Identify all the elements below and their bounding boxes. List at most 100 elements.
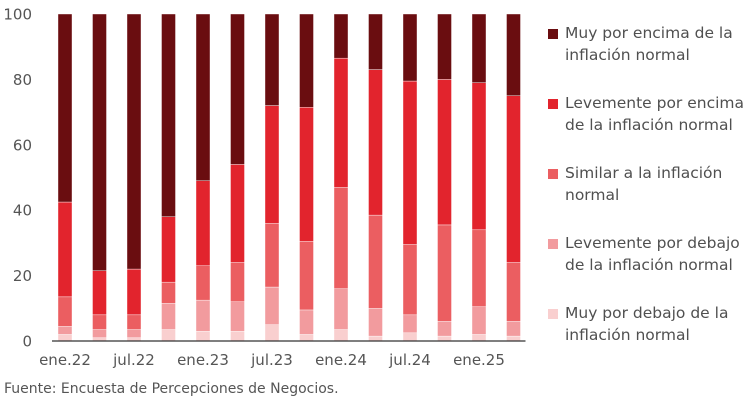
bar-segment <box>126 314 142 330</box>
bar-segment <box>126 13 142 270</box>
bar-segment <box>161 216 176 283</box>
y-tick-label: 40 <box>13 202 32 220</box>
bar-segment <box>195 265 211 301</box>
bar-segment <box>161 281 176 304</box>
y-axis: 0 20 40 60 80 100 <box>3 6 32 351</box>
legend-label: Levemente por debajo de la inflación nor… <box>565 234 740 274</box>
bar-segment <box>368 308 383 337</box>
bar-segment <box>333 288 349 330</box>
bar-segment <box>333 57 349 188</box>
bar-segment <box>299 106 314 242</box>
bar-segment <box>437 224 452 322</box>
bar-segment <box>471 82 487 231</box>
bar-segment <box>230 330 245 342</box>
bar-segment <box>333 13 349 59</box>
bar-segment <box>195 180 211 266</box>
legend-swatch <box>548 309 558 319</box>
y-tick-label: 100 <box>3 6 32 24</box>
bar-segment <box>57 13 73 203</box>
bar-segment <box>402 80 418 245</box>
bar-segment <box>299 309 314 335</box>
bar-segment <box>402 244 418 316</box>
bar-segment <box>437 13 452 80</box>
x-tick-label: ene.23 <box>177 351 229 369</box>
bar-segment <box>126 268 142 316</box>
bar-segment <box>299 334 314 342</box>
y-tick-label: 80 <box>13 71 32 89</box>
bar-segment <box>92 13 107 271</box>
bar-segment <box>299 13 314 108</box>
bar-segment <box>437 321 452 337</box>
bar-segment <box>195 13 211 181</box>
x-tick-label: jul.22 <box>112 351 155 369</box>
source-note: Fuente: Encuesta de Percepciones de Nego… <box>4 381 339 397</box>
bar-segment <box>230 164 245 263</box>
legend-item: Similar a la inflación normal <box>548 162 748 206</box>
bar-segment <box>264 324 280 342</box>
bar-segment <box>506 95 521 263</box>
bar-segment <box>402 332 418 342</box>
bar-segment <box>471 334 487 342</box>
bar-segment <box>195 330 211 342</box>
bar-segment <box>161 303 176 330</box>
x-tick-label: jul.23 <box>250 351 293 369</box>
bar-segment <box>126 329 142 338</box>
bar-segment <box>471 13 487 83</box>
legend-item: Levemente por debajo de la inflación nor… <box>548 232 748 276</box>
legend-swatch <box>548 239 558 249</box>
bar-segment <box>264 105 280 224</box>
bar-segment <box>333 329 349 342</box>
bar-segment <box>92 329 107 338</box>
bar-segment <box>230 13 245 165</box>
bar-segment <box>506 262 521 322</box>
bar-segment <box>264 223 280 288</box>
bar-segment <box>57 201 73 298</box>
bar-segment <box>264 286 280 325</box>
bar-segment <box>402 13 418 82</box>
bar-segment <box>57 296 73 327</box>
bar-segment <box>161 13 176 217</box>
bar-segment <box>368 214 383 309</box>
bar-segment <box>195 299 211 332</box>
legend-label: Similar a la inflación normal <box>565 164 723 204</box>
bar-segment <box>506 321 521 337</box>
bar-segment <box>437 79 452 226</box>
bar-segment <box>402 314 418 334</box>
bar-segment <box>333 187 349 289</box>
bar-segment <box>506 13 521 96</box>
x-tick-label: ene.24 <box>315 351 367 369</box>
legend-swatch <box>548 99 558 109</box>
x-tick-label: ene.25 <box>453 351 505 369</box>
y-tick-label: 60 <box>13 136 32 154</box>
legend-label: Muy por debajo de la inflación normal <box>565 304 729 344</box>
bar-segment <box>506 335 521 342</box>
bars-group <box>57 13 521 342</box>
legend-label: Levemente por encima de la inflación nor… <box>565 94 745 134</box>
legend-label: Muy por encima de la inflación normal <box>565 24 733 64</box>
bar-segment <box>230 301 245 332</box>
bar-segment <box>92 314 107 330</box>
bar-segment <box>57 334 73 342</box>
bar-segment <box>161 329 176 342</box>
legend-item: Muy por encima de la inflación normal <box>548 22 748 66</box>
x-axis: ene.22 jul.22 ene.23 jul.23 ene.24 jul.24 ene.… <box>39 351 505 369</box>
bar-segment <box>230 262 245 302</box>
legend-item: Levemente por encima de la inflación nor… <box>548 92 748 136</box>
bar-segment <box>368 13 383 70</box>
bar-segment <box>368 69 383 216</box>
bar-segment <box>299 241 314 311</box>
bar-segment <box>57 326 73 335</box>
bar-segment <box>437 335 452 342</box>
legend-swatch <box>548 29 558 39</box>
bar-segment <box>264 13 280 106</box>
legend-swatch <box>548 169 558 179</box>
x-tick-label: jul.24 <box>388 351 431 369</box>
x-tick-label: ene.22 <box>39 351 91 369</box>
bar-segment <box>368 335 383 342</box>
bar-segment <box>92 270 107 316</box>
y-tick-label: 0 <box>22 333 32 351</box>
bar-segment <box>471 229 487 307</box>
legend: Muy por encima de la inflación normal Le… <box>548 22 748 346</box>
bar-segment <box>471 306 487 335</box>
